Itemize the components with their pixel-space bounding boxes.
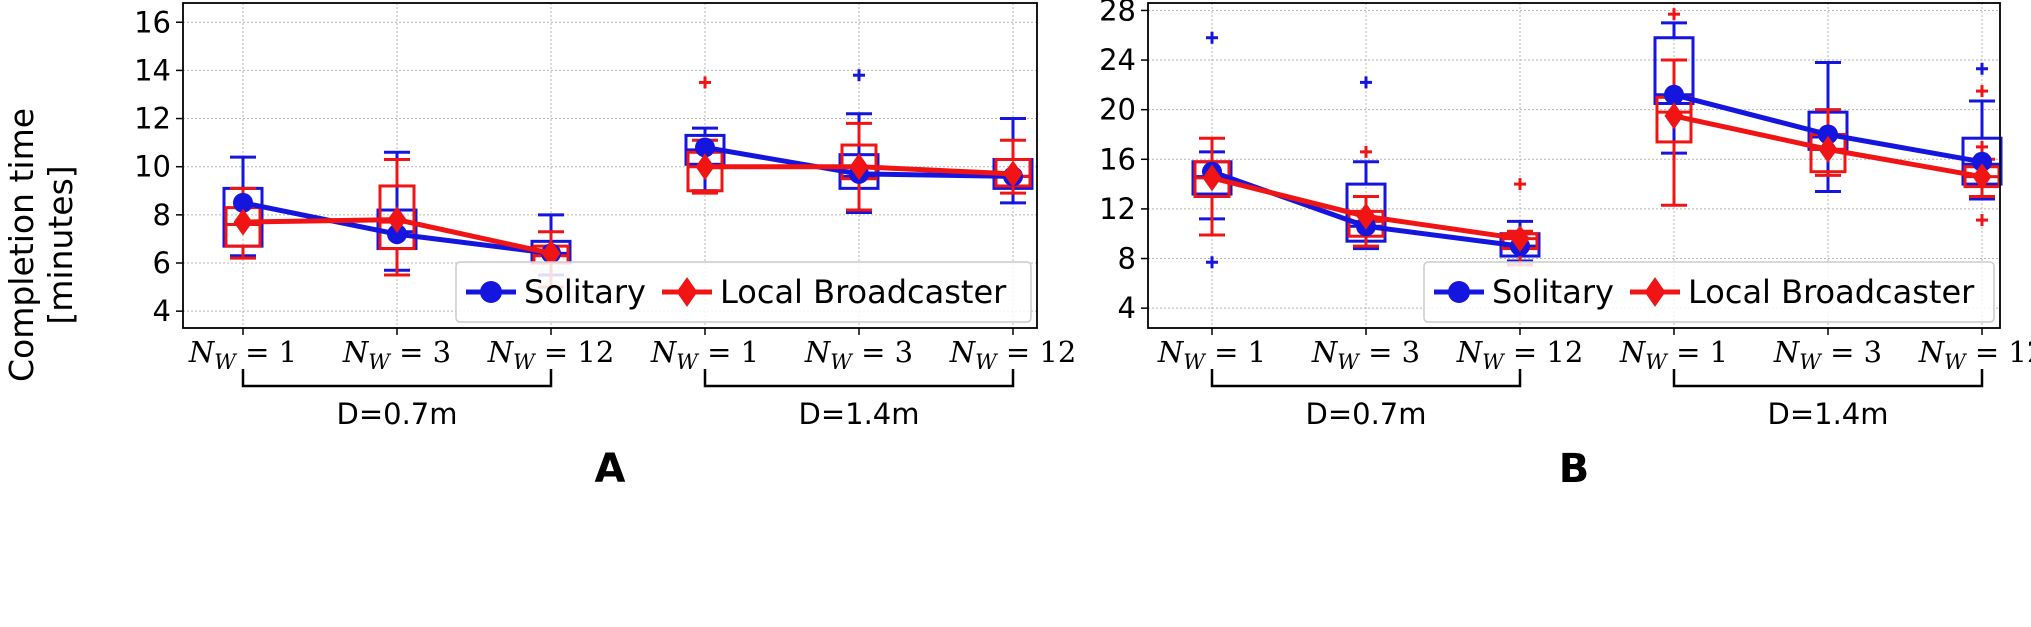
group-bracket: D=1.4m — [703, 369, 1015, 431]
mean-marker-broadcaster — [849, 153, 869, 181]
legend-label: Solitary — [1492, 273, 1614, 311]
mean-marker-solitary — [695, 137, 715, 158]
legend-marker — [1644, 277, 1666, 307]
flier-marker — [1360, 76, 1372, 89]
y-tick-label: 16 — [1099, 142, 1136, 176]
panel-b: 4 8 12 16 20 24 28 Solitary Local Broadcaster NW … — [1099, 0, 2031, 492]
y-tick-label: 16 — [134, 5, 171, 39]
group-bracket: D=0.7m — [241, 369, 553, 431]
y-tick-label: 12 — [1099, 192, 1136, 226]
mean-marker-solitary — [1972, 151, 1992, 172]
y-tick-label: 4 — [153, 294, 171, 328]
legend-frame — [1423, 261, 1995, 323]
x-category-label: NW = 1 — [1157, 335, 1266, 374]
group-bracket: D=0.7m — [1210, 369, 1522, 431]
x-category-label: NW = 12 — [487, 335, 615, 374]
flier-marker — [1514, 178, 1526, 191]
y-axis-label-line-1: Completion time — [2, 108, 41, 382]
legend-marker — [676, 277, 698, 307]
mean-marker-broadcaster — [695, 153, 715, 181]
mean-marker-solitary — [1664, 84, 1684, 105]
flier-marker — [1668, 8, 1680, 21]
mean-marker-broadcaster — [1003, 160, 1023, 188]
flier-marker — [1976, 62, 1988, 75]
y-tick-label: 4 — [1118, 291, 1136, 325]
legend: Solitary Local Broadcaster — [455, 261, 1032, 323]
mean-marker-solitary — [1818, 124, 1838, 145]
flier-marker — [1206, 256, 1218, 269]
legend-frame — [455, 261, 1032, 323]
legend: Solitary Local Broadcaster — [1423, 261, 1995, 323]
group-label: D=1.4m — [799, 397, 920, 431]
panel-letter: A — [595, 446, 626, 492]
x-category-label: NW = 1 — [1619, 335, 1728, 374]
bracket-line — [1210, 369, 1522, 388]
flier-marker — [1206, 31, 1218, 44]
group-label: D=0.7m — [1306, 397, 1427, 431]
y-tick-label: 8 — [1118, 242, 1136, 276]
bracket-line — [241, 369, 553, 388]
x-category-label: NW = 3 — [804, 335, 913, 374]
y-tick-label: 12 — [134, 102, 171, 136]
mean-marker-broadcaster — [1510, 225, 1530, 253]
mean-marker-broadcaster — [1664, 102, 1684, 130]
box — [378, 184, 416, 251]
y-tick-label: 28 — [1099, 0, 1136, 27]
flier-marker — [1976, 214, 1988, 227]
flier-marker — [1976, 85, 1988, 98]
flier-marker — [853, 69, 865, 82]
legend-label: Local Broadcaster — [720, 273, 1007, 311]
y-tick-label: 20 — [1099, 93, 1136, 127]
mean-marker-broadcaster — [541, 239, 561, 267]
x-category-label: NW = 1 — [650, 335, 759, 374]
legend-label: Local Broadcaster — [1688, 273, 1975, 311]
group-label: D=0.7m — [337, 397, 458, 431]
axes-frame — [1147, 2, 2001, 329]
x-category-label: NW = 12 — [1456, 335, 1584, 374]
x-category-label: NW = 3 — [342, 335, 451, 374]
mean-marker-broadcaster — [387, 206, 407, 234]
bracket-line — [1672, 369, 1984, 388]
flier-marker — [1976, 140, 1988, 153]
x-category-label: NW = 12 — [1918, 335, 2031, 374]
panel-letter: B — [1559, 446, 1590, 492]
flier-marker — [1360, 145, 1372, 158]
x-category-label: NW = 3 — [1773, 335, 1882, 374]
mean-marker-solitary — [233, 192, 253, 213]
legend-marker — [480, 281, 502, 303]
y-tick-label: 14 — [134, 53, 171, 87]
x-category-label: NW = 3 — [1311, 335, 1420, 374]
mean-marker-broadcaster — [1972, 163, 1992, 191]
y-tick-label: 24 — [1099, 43, 1136, 77]
x-category-label: NW = 12 — [949, 335, 1077, 374]
y-tick-label: 10 — [134, 150, 171, 184]
mean-marker-solitary — [387, 224, 407, 245]
legend-label: Solitary — [524, 273, 646, 311]
y-axis-label-line-2: [minutes] — [41, 165, 80, 324]
flier-marker — [699, 76, 711, 89]
y-tick-label: 8 — [153, 198, 171, 232]
mean-marker-broadcaster — [233, 208, 253, 236]
group-bracket: D=1.4m — [1672, 369, 1984, 431]
bracket-line — [703, 369, 1015, 388]
mean-marker-broadcaster — [1818, 135, 1838, 163]
panel-a: 4 6 8 10 12 14 16 Solitary Local Broadcaster NW =… — [134, 2, 1077, 492]
x-category-label: NW = 1 — [188, 335, 297, 374]
axes-frame — [182, 2, 1038, 329]
group-label: D=1.4m — [1768, 397, 1889, 431]
y-tick-label: 6 — [153, 246, 171, 280]
mean-marker-broadcaster — [1356, 202, 1376, 230]
mean-marker-broadcaster — [1202, 164, 1222, 192]
legend-marker — [1448, 281, 1470, 303]
